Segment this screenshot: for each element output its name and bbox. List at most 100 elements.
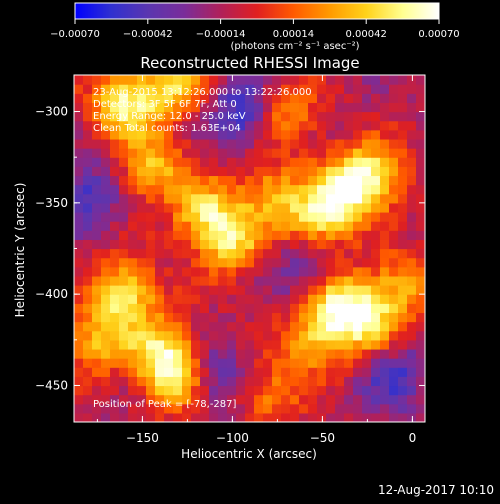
heatmap-cell xyxy=(110,303,120,314)
heatmap-cell xyxy=(416,129,425,140)
heatmap-cell xyxy=(209,211,219,222)
heatmap-cell xyxy=(200,120,210,131)
heatmap-cell xyxy=(353,394,363,405)
heatmap-cell xyxy=(236,157,246,167)
heatmap-cell xyxy=(173,148,183,158)
heatmap-cell xyxy=(236,412,246,422)
heatmap-cell xyxy=(83,221,93,231)
heatmap-cell xyxy=(317,102,327,113)
heatmap-cell xyxy=(398,102,408,113)
heatmap-cell xyxy=(380,138,390,149)
heatmap-cell xyxy=(182,394,192,405)
heatmap-cell xyxy=(371,138,381,149)
heatmap-cell xyxy=(326,193,336,204)
heatmap-cell xyxy=(389,376,399,387)
heatmap-cell xyxy=(191,248,201,259)
heatmap-cell xyxy=(272,358,282,368)
heatmap-cell xyxy=(137,211,147,222)
heatmap-cell xyxy=(362,202,372,213)
heatmap-cell xyxy=(92,202,102,213)
heatmap-cell xyxy=(389,403,399,414)
heatmap-cell xyxy=(200,312,210,323)
heatmap-cell xyxy=(362,129,372,140)
heatmap-cell xyxy=(200,348,210,359)
heatmap-cell xyxy=(335,385,345,396)
heatmap-cell xyxy=(218,367,228,377)
heatmap-cell xyxy=(344,175,354,186)
heatmap-cell xyxy=(290,285,300,295)
heatmap-cell xyxy=(209,321,219,332)
heatmap-cell xyxy=(290,321,300,332)
heatmap-cell xyxy=(74,93,84,103)
heatmap-cell xyxy=(308,358,318,368)
heatmap-cell xyxy=(398,257,408,268)
heatmap-cell xyxy=(254,367,264,377)
heatmap-cell xyxy=(110,412,120,422)
heatmap-cell xyxy=(146,157,156,167)
heatmap-cell xyxy=(173,75,183,85)
heatmap-cell xyxy=(389,285,399,295)
heatmap-cell xyxy=(380,175,390,186)
heatmap-cell xyxy=(281,111,291,122)
heatmap-cell xyxy=(398,202,408,213)
heatmap-cell xyxy=(380,412,390,422)
heatmap-cell xyxy=(227,376,237,387)
heatmap-cell xyxy=(308,211,318,222)
heatmap-cell xyxy=(290,376,300,387)
heatmap-cell xyxy=(299,138,309,149)
heatmap-cell xyxy=(416,175,425,186)
heatmap-cell xyxy=(200,230,210,240)
heatmap-cell xyxy=(353,211,363,222)
heatmap-cell xyxy=(236,312,246,323)
heatmap-cell xyxy=(398,248,408,259)
heatmap-cell xyxy=(362,257,372,268)
heatmap-cell xyxy=(281,166,291,177)
heatmap-cell xyxy=(362,93,372,103)
heatmap-cell xyxy=(281,339,291,350)
heatmap-cell xyxy=(164,248,174,259)
heatmap-cell xyxy=(389,339,399,350)
heatmap-cell xyxy=(164,75,174,85)
heatmap-cell xyxy=(110,358,120,368)
heatmap-cell xyxy=(110,285,120,295)
heatmap-cell xyxy=(110,166,120,177)
heatmap-cell xyxy=(146,321,156,332)
heatmap-cell xyxy=(290,75,300,85)
heatmap-cell xyxy=(407,111,417,122)
heatmap-cell xyxy=(128,202,138,213)
heatmap-cell xyxy=(164,412,174,422)
heatmap-cell xyxy=(128,348,138,359)
heatmap-cell xyxy=(371,120,381,131)
heatmap-cell xyxy=(416,321,425,332)
heatmap-cell xyxy=(155,367,165,377)
heatmap-cell xyxy=(362,394,372,405)
heatmap-cell xyxy=(146,312,156,323)
heatmap-cell xyxy=(101,148,111,158)
heatmap-cell xyxy=(389,184,399,195)
heatmap-cell xyxy=(371,175,381,186)
heatmap-cell xyxy=(146,211,156,222)
heatmap-cell xyxy=(263,348,273,359)
heatmap-cell xyxy=(182,376,192,387)
heatmap-cell xyxy=(191,348,201,359)
heatmap-cell xyxy=(119,84,129,94)
heatmap-cell xyxy=(83,348,93,359)
heatmap-cell xyxy=(182,111,192,122)
heatmap-cell xyxy=(164,175,174,186)
heatmap-cell xyxy=(200,257,210,268)
heatmap-cell xyxy=(200,93,210,103)
heatmap-cell xyxy=(272,257,282,268)
heatmap-cell xyxy=(371,257,381,268)
heatmap-cell xyxy=(245,367,255,377)
heatmap-cell xyxy=(74,339,84,350)
heatmap-cell xyxy=(389,175,399,186)
heatmap-cell xyxy=(281,285,291,295)
heatmap-cell xyxy=(164,376,174,387)
heatmap-cell xyxy=(290,275,300,286)
heatmap-cell xyxy=(101,193,111,204)
heatmap-cell xyxy=(326,111,336,122)
heatmap-cell xyxy=(263,303,273,314)
heatmap-cell xyxy=(92,175,102,186)
heatmap-cell xyxy=(209,193,219,204)
heatmap-cell xyxy=(407,175,417,186)
